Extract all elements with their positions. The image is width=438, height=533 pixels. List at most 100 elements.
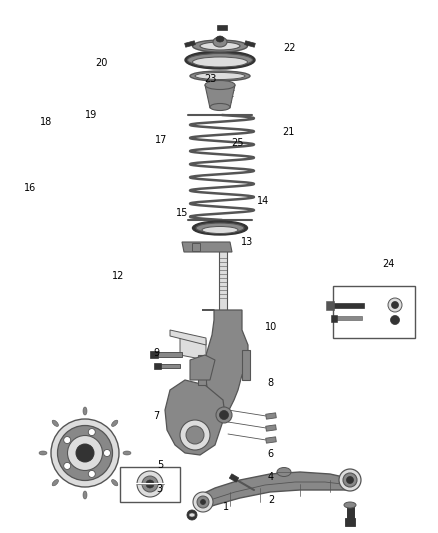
Ellipse shape xyxy=(137,471,163,497)
Bar xyxy=(154,351,182,357)
Ellipse shape xyxy=(64,437,71,443)
Polygon shape xyxy=(205,85,235,108)
Text: 21: 21 xyxy=(282,127,294,137)
Ellipse shape xyxy=(192,57,247,67)
Bar xyxy=(346,503,353,518)
Text: 2: 2 xyxy=(268,496,275,505)
Ellipse shape xyxy=(277,467,291,477)
Ellipse shape xyxy=(189,513,195,517)
Ellipse shape xyxy=(51,419,119,487)
Ellipse shape xyxy=(52,480,58,486)
Text: 3: 3 xyxy=(157,484,163,494)
Text: 13: 13 xyxy=(240,237,253,247)
Polygon shape xyxy=(170,330,206,345)
Ellipse shape xyxy=(76,444,94,462)
Ellipse shape xyxy=(57,425,113,481)
Bar xyxy=(229,474,239,482)
Ellipse shape xyxy=(193,492,213,512)
Ellipse shape xyxy=(388,298,402,312)
Text: 23: 23 xyxy=(204,74,216,84)
Polygon shape xyxy=(202,310,248,415)
Bar xyxy=(156,364,180,368)
Ellipse shape xyxy=(192,221,247,235)
Text: 4: 4 xyxy=(268,472,274,482)
Ellipse shape xyxy=(180,420,210,450)
Ellipse shape xyxy=(213,37,227,47)
Bar xyxy=(192,243,200,251)
Text: 5: 5 xyxy=(157,461,163,470)
Polygon shape xyxy=(182,242,232,252)
Ellipse shape xyxy=(83,407,87,415)
Ellipse shape xyxy=(187,510,197,520)
Bar xyxy=(185,41,195,47)
Ellipse shape xyxy=(64,463,71,470)
Text: 8: 8 xyxy=(268,378,274,388)
Bar xyxy=(120,466,180,502)
Text: 18: 18 xyxy=(40,117,52,126)
Ellipse shape xyxy=(346,477,353,483)
Ellipse shape xyxy=(392,302,399,309)
Bar xyxy=(245,41,255,47)
Bar xyxy=(217,25,227,29)
Ellipse shape xyxy=(186,426,204,444)
Text: 19: 19 xyxy=(85,110,97,119)
Bar xyxy=(266,437,276,443)
Text: 20: 20 xyxy=(95,58,108,68)
Ellipse shape xyxy=(202,227,238,233)
Ellipse shape xyxy=(146,480,154,488)
Bar xyxy=(345,518,355,526)
Ellipse shape xyxy=(200,42,240,50)
Ellipse shape xyxy=(123,451,131,455)
Text: 12: 12 xyxy=(112,271,124,281)
Ellipse shape xyxy=(196,223,244,233)
Ellipse shape xyxy=(391,316,399,325)
Polygon shape xyxy=(242,350,250,380)
Polygon shape xyxy=(180,335,206,360)
Text: 25: 25 xyxy=(232,138,244,148)
Ellipse shape xyxy=(210,103,230,110)
Text: 16: 16 xyxy=(24,183,36,193)
Ellipse shape xyxy=(216,36,224,42)
Ellipse shape xyxy=(195,72,245,79)
Text: 10: 10 xyxy=(265,322,277,332)
Text: 17: 17 xyxy=(155,135,167,145)
Ellipse shape xyxy=(205,80,235,90)
Bar xyxy=(333,286,415,338)
Text: 9: 9 xyxy=(154,348,160,358)
Ellipse shape xyxy=(67,435,102,471)
Polygon shape xyxy=(190,355,215,380)
Bar xyxy=(328,303,364,308)
Ellipse shape xyxy=(185,51,255,69)
Text: 1: 1 xyxy=(223,502,230,512)
Bar xyxy=(334,316,362,320)
Ellipse shape xyxy=(88,429,95,435)
Polygon shape xyxy=(165,380,225,455)
Ellipse shape xyxy=(344,502,356,508)
Text: 14: 14 xyxy=(257,197,269,206)
Ellipse shape xyxy=(339,469,361,491)
Ellipse shape xyxy=(197,496,209,508)
Ellipse shape xyxy=(83,491,87,499)
Ellipse shape xyxy=(219,410,229,419)
Ellipse shape xyxy=(88,471,95,478)
Ellipse shape xyxy=(142,476,158,492)
Ellipse shape xyxy=(201,499,205,505)
Text: 15: 15 xyxy=(176,208,188,218)
Bar xyxy=(266,413,276,419)
Bar xyxy=(150,351,158,358)
Text: 6: 6 xyxy=(268,449,274,458)
Ellipse shape xyxy=(112,420,118,426)
Ellipse shape xyxy=(216,407,232,423)
Ellipse shape xyxy=(343,473,357,487)
Text: 22: 22 xyxy=(283,43,295,53)
Text: 24: 24 xyxy=(382,260,395,269)
Bar xyxy=(153,363,160,369)
Bar xyxy=(266,425,276,431)
Ellipse shape xyxy=(192,40,247,52)
Text: 7: 7 xyxy=(154,411,160,421)
Ellipse shape xyxy=(103,449,110,456)
Polygon shape xyxy=(200,472,348,510)
Ellipse shape xyxy=(52,420,58,426)
Bar xyxy=(219,245,227,325)
Bar xyxy=(331,314,337,321)
